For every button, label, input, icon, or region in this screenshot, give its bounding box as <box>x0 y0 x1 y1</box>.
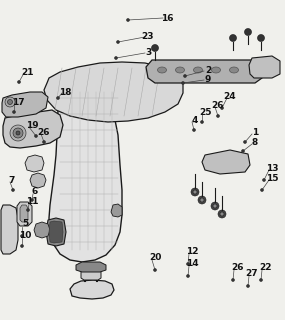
Circle shape <box>213 204 217 208</box>
Circle shape <box>152 44 158 52</box>
Text: 2: 2 <box>205 66 211 75</box>
Circle shape <box>245 28 251 36</box>
Circle shape <box>13 128 23 138</box>
Circle shape <box>260 278 262 282</box>
Text: 17: 17 <box>12 98 24 107</box>
Circle shape <box>184 75 186 77</box>
Circle shape <box>221 107 223 109</box>
Circle shape <box>186 262 190 266</box>
Circle shape <box>217 115 219 117</box>
Text: 25: 25 <box>199 108 211 116</box>
Circle shape <box>200 198 204 202</box>
Polygon shape <box>49 221 63 243</box>
Text: 6: 6 <box>32 188 38 196</box>
Polygon shape <box>1 205 18 254</box>
Text: 18: 18 <box>59 87 71 97</box>
Polygon shape <box>3 110 63 148</box>
Circle shape <box>192 129 196 132</box>
Text: 7: 7 <box>9 175 15 185</box>
Text: 4: 4 <box>192 116 198 124</box>
Circle shape <box>34 134 38 138</box>
Text: 12: 12 <box>186 247 198 257</box>
Text: 10: 10 <box>19 231 31 241</box>
Circle shape <box>10 125 26 141</box>
Ellipse shape <box>211 67 221 73</box>
Text: 16: 16 <box>161 13 173 22</box>
Circle shape <box>21 244 23 247</box>
Circle shape <box>258 35 264 42</box>
Ellipse shape <box>176 67 184 73</box>
Text: 11: 11 <box>26 197 38 206</box>
Circle shape <box>247 284 249 287</box>
Polygon shape <box>25 155 44 172</box>
Polygon shape <box>111 204 122 217</box>
Text: 5: 5 <box>22 220 28 228</box>
Circle shape <box>201 121 203 124</box>
Polygon shape <box>49 77 122 262</box>
Text: 24: 24 <box>224 92 236 100</box>
Ellipse shape <box>229 67 239 73</box>
Polygon shape <box>81 270 101 280</box>
Polygon shape <box>34 222 50 238</box>
Circle shape <box>11 188 15 191</box>
Text: 26: 26 <box>212 100 224 109</box>
Polygon shape <box>46 218 66 246</box>
Text: 27: 27 <box>246 269 258 278</box>
Circle shape <box>42 140 46 143</box>
Circle shape <box>5 97 15 107</box>
Circle shape <box>117 41 119 44</box>
Text: 22: 22 <box>259 263 271 273</box>
Text: 1: 1 <box>252 127 258 137</box>
Polygon shape <box>202 150 250 174</box>
Circle shape <box>220 212 224 216</box>
Text: 19: 19 <box>26 121 38 130</box>
Circle shape <box>21 235 23 237</box>
Circle shape <box>198 196 206 204</box>
Circle shape <box>56 97 60 100</box>
Circle shape <box>229 35 237 42</box>
Circle shape <box>241 149 245 153</box>
Circle shape <box>13 110 15 114</box>
Text: 26: 26 <box>231 263 243 273</box>
Circle shape <box>17 81 21 84</box>
Circle shape <box>154 268 156 271</box>
Text: 3: 3 <box>145 47 151 57</box>
Circle shape <box>127 19 129 21</box>
Ellipse shape <box>158 67 166 73</box>
Polygon shape <box>20 205 28 222</box>
Circle shape <box>211 202 219 210</box>
Circle shape <box>231 278 235 282</box>
Text: 23: 23 <box>142 31 154 41</box>
Polygon shape <box>70 280 114 299</box>
Circle shape <box>243 140 247 143</box>
Text: 15: 15 <box>266 173 278 182</box>
Text: 14: 14 <box>186 260 198 268</box>
Text: 13: 13 <box>266 164 278 172</box>
Polygon shape <box>2 92 48 117</box>
Circle shape <box>182 82 184 84</box>
Circle shape <box>218 210 226 218</box>
Circle shape <box>193 190 197 194</box>
Text: 26: 26 <box>38 127 50 137</box>
Ellipse shape <box>194 67 203 73</box>
Polygon shape <box>44 62 183 122</box>
Circle shape <box>191 188 199 196</box>
Circle shape <box>30 198 34 202</box>
Polygon shape <box>146 60 265 83</box>
Circle shape <box>7 100 13 105</box>
Circle shape <box>186 275 190 277</box>
Circle shape <box>16 131 20 135</box>
Circle shape <box>262 179 266 181</box>
Text: 9: 9 <box>205 75 211 84</box>
Text: 20: 20 <box>149 253 161 262</box>
Polygon shape <box>249 56 280 78</box>
Circle shape <box>27 209 30 212</box>
Circle shape <box>115 57 117 60</box>
Polygon shape <box>17 202 32 226</box>
Text: 21: 21 <box>22 68 34 76</box>
Text: 8: 8 <box>252 138 258 147</box>
Polygon shape <box>76 262 106 272</box>
Circle shape <box>260 188 264 191</box>
Polygon shape <box>30 173 46 188</box>
